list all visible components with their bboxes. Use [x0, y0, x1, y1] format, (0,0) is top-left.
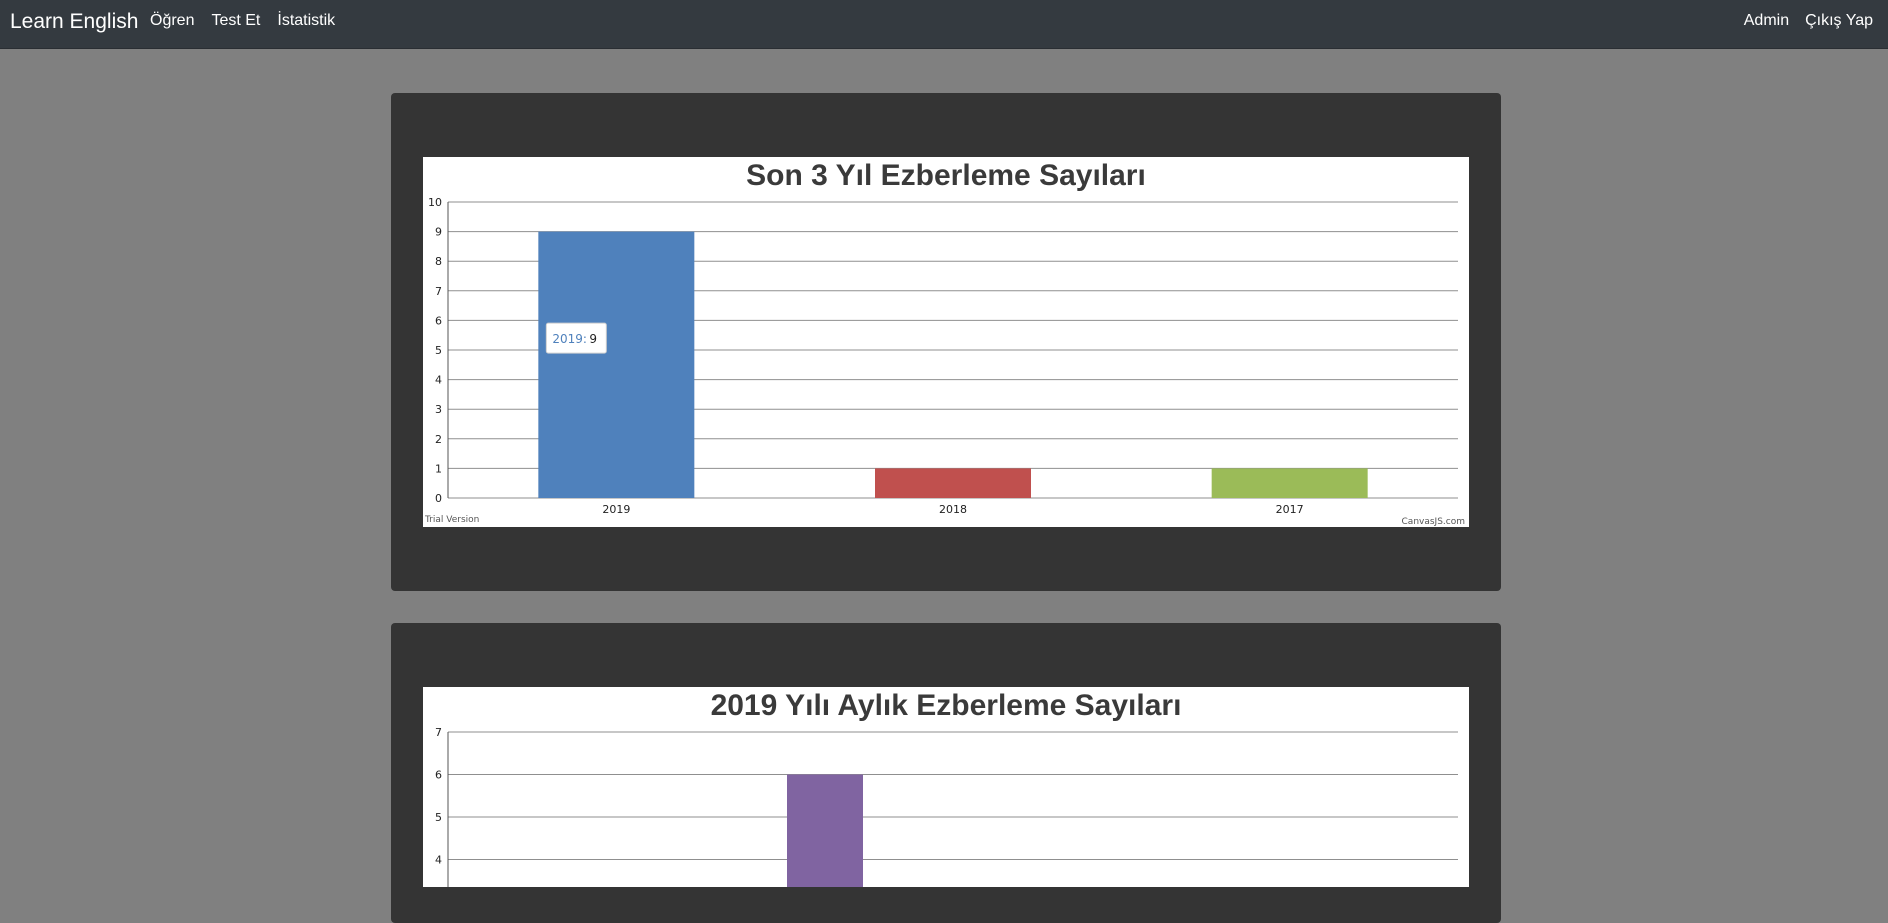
main-nav: Öğren Test Et İstatistik [150, 12, 335, 30]
monthly-chart-card: 2019 Yılı Aylık Ezberleme Sayıları 4 5 6 7 [391, 623, 1501, 923]
x-tick-label: 2017 [1276, 503, 1304, 516]
y-tick-label: 0 [435, 492, 442, 505]
nav-item-ogren[interactable]: Öğren [150, 12, 195, 29]
y-tick-label: 7 [435, 726, 442, 739]
chart-title: 2019 Yılı Aylık Ezberleme Sayıları [711, 689, 1182, 722]
tooltip-value: 9 [589, 332, 597, 346]
bar-month[interactable] [787, 774, 863, 888]
y-tick-label: 10 [428, 196, 442, 209]
bar-2017[interactable] [1211, 468, 1368, 498]
yearly-chart-card: Son 3 Yıl Ezberleme Sayıları Trial Versi… [391, 93, 1501, 591]
y-tick-label: 3 [435, 403, 442, 416]
user-nav: Admin Çıkış Yap [1744, 12, 1873, 30]
x-tick-label: 2018 [939, 503, 967, 516]
bar-2019[interactable] [538, 231, 695, 498]
trial-version-label: Trial Version [424, 515, 479, 525]
chart-title: Son 3 Yıl Ezberleme Sayıları [746, 159, 1146, 192]
y-tick-label: 7 [435, 285, 442, 298]
y-tick-label: 2 [435, 433, 442, 446]
top-navbar: Learn English Öğren Test Et İstatistik A… [0, 0, 1888, 49]
y-tick-label: 9 [435, 226, 442, 239]
logout-link[interactable]: Çıkış Yap [1805, 12, 1873, 29]
nav-item-test-et[interactable]: Test Et [211, 12, 261, 29]
y-tick-label: 4 [435, 854, 442, 867]
bar-2018[interactable] [875, 468, 1031, 498]
y-tick-label: 1 [435, 462, 442, 475]
nav-item-admin[interactable]: Admin [1743, 12, 1790, 29]
brand-link[interactable]: Learn English [10, 10, 139, 33]
yearly-bar-chart: Son 3 Yıl Ezberleme Sayıları Trial Versi… [423, 157, 1469, 527]
y-tick-label: 4 [435, 374, 442, 387]
y-tick-label: 6 [435, 314, 442, 327]
y-tick-label: 6 [435, 769, 442, 782]
canvasjs-credit-link[interactable]: CanvasJS.com [1402, 517, 1465, 527]
x-tick-label: 2019 [602, 503, 630, 516]
y-tick-label: 8 [435, 255, 442, 268]
monthly-bar-chart: 2019 Yılı Aylık Ezberleme Sayıları 4 5 6 7 [423, 687, 1469, 887]
y-tick-label: 5 [435, 344, 442, 357]
tooltip-label: 2019: [552, 332, 587, 346]
nav-item-istatistik[interactable]: İstatistik [277, 12, 336, 29]
chart-tooltip: 2019: 9 [545, 322, 607, 354]
y-tick-label: 5 [435, 811, 442, 824]
